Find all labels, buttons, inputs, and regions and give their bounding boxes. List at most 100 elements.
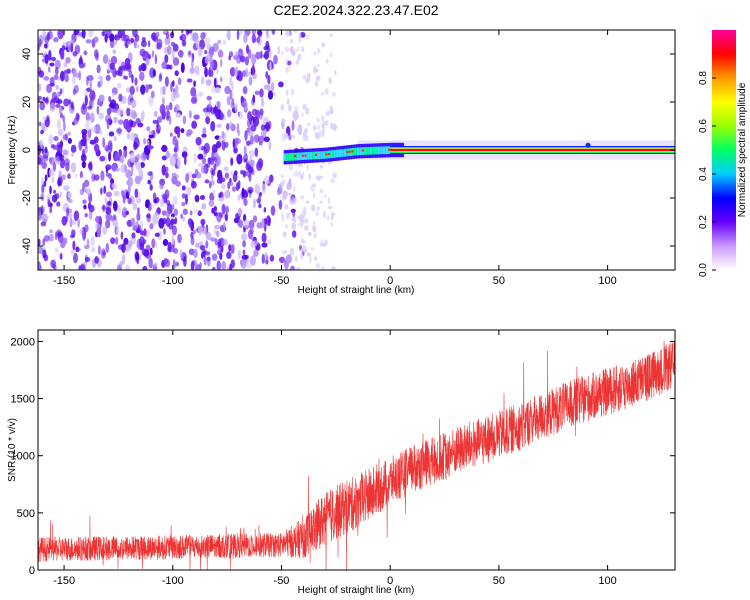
heatmap-cell — [180, 128, 185, 134]
heatmap-cell — [228, 244, 232, 252]
heatmap-cell — [230, 244, 235, 254]
heatmap-cell — [164, 54, 169, 64]
heatmap-cell — [38, 246, 44, 254]
heatmap-cell — [42, 148, 49, 159]
heatmap-cell — [238, 219, 244, 228]
heatmap-cell — [261, 232, 267, 243]
heatmap-cell — [313, 65, 318, 74]
signal-segment — [320, 151, 324, 159]
heatmap-cell — [315, 262, 321, 269]
heatmap-cell — [316, 48, 321, 54]
heatmap-cell — [181, 151, 188, 158]
heatmap-cell — [258, 30, 263, 38]
heatmap-cell — [191, 57, 194, 69]
signal-segment — [382, 146, 386, 155]
heatmap-cell — [129, 85, 135, 95]
colorbar-ticks: 0.0 0.2 0.4 0.6 0.8 — [698, 71, 716, 277]
heatmap-cell — [159, 182, 164, 190]
heatmap-cell — [74, 44, 81, 55]
heatmap-cell — [248, 219, 255, 230]
heatmap-cell — [300, 252, 304, 260]
heatmap-cell — [134, 175, 141, 185]
heatmap-cell — [237, 129, 241, 137]
heatmap-cell — [256, 222, 263, 229]
y-tick-label: 500 — [17, 508, 35, 520]
heatmap-cell — [329, 109, 334, 115]
heatmap-cell — [161, 144, 168, 153]
heatmap-cell — [297, 170, 302, 178]
heatmap-cell — [332, 172, 338, 179]
heatmap-cells — [38, 30, 338, 270]
heatmap-cell — [57, 128, 64, 137]
heatmap-cell — [38, 83, 42, 92]
heatmap-cell — [247, 186, 254, 194]
x-tick-label: -150 — [53, 575, 75, 587]
heatmap-cell — [254, 183, 259, 194]
heatmap-cell — [70, 144, 77, 153]
heatmap-cell — [216, 260, 221, 270]
heatmap-y-label: Frequency (Hz) — [7, 116, 18, 185]
heatmap-cell — [120, 231, 124, 240]
heatmap-cell — [244, 130, 248, 141]
heatmap-cell — [194, 168, 199, 176]
heatmap-cell — [100, 248, 106, 259]
heatmap-cell — [213, 77, 217, 88]
heatmap-cell — [44, 36, 49, 45]
heatmap-cell — [303, 225, 309, 232]
heatmap-cell — [259, 88, 264, 98]
heatmap-cell — [324, 120, 329, 126]
y-tick-label: 2000 — [11, 336, 35, 348]
heatmap-cell — [148, 131, 153, 136]
heatmap-cell — [226, 109, 232, 118]
heatmap-cell — [167, 45, 172, 55]
heatmap-cell — [216, 211, 222, 223]
heatmap-cell — [321, 42, 326, 48]
x-tick-label: 50 — [493, 275, 505, 287]
heatmap-cell — [149, 223, 154, 230]
heatmap-cell — [43, 214, 49, 220]
heatmap-cell — [157, 38, 163, 48]
heatmap-cell — [329, 33, 333, 38]
heatmap-cell — [142, 265, 148, 270]
heatmap-cell — [305, 107, 310, 115]
heatmap-cell — [236, 75, 243, 81]
signal-segment — [343, 148, 347, 157]
heatmap-cell — [234, 102, 238, 113]
heatmap-cell — [212, 266, 216, 270]
heatmap-cell — [185, 132, 191, 137]
heatmap-cell — [204, 49, 208, 55]
heatmap-cell — [203, 256, 207, 266]
heatmap-cell — [193, 248, 198, 258]
heatmap-cell — [171, 175, 178, 185]
heatmap-cell — [43, 76, 50, 81]
heatmap-cell — [283, 257, 290, 269]
signal-segment — [335, 149, 339, 158]
heatmap-cell — [67, 99, 72, 105]
heatmap-cell — [214, 238, 218, 246]
heatmap-cell — [247, 48, 252, 60]
heatmap-cell — [197, 145, 202, 151]
heatmap-cell — [210, 237, 216, 242]
heatmap-cell — [248, 173, 252, 182]
heatmap-cell — [296, 215, 302, 220]
signal-segment — [385, 146, 389, 155]
heatmap-cell — [195, 68, 200, 76]
heatmap-cell — [228, 55, 231, 61]
heatmap-cell — [328, 205, 333, 210]
heatmap-cell — [46, 194, 52, 200]
heatmap-cell — [299, 53, 302, 60]
signal-segment — [372, 146, 376, 155]
heatmap-cell — [118, 93, 123, 102]
heatmap-cell — [180, 33, 187, 42]
heatmap-cell — [330, 212, 334, 221]
signal-band-core — [390, 149, 675, 151]
heatmap-cell — [107, 65, 110, 72]
heatmap-cell — [299, 244, 302, 251]
heatmap-cell — [50, 56, 57, 62]
heatmap-cell — [180, 213, 184, 219]
heatmap-cell — [112, 49, 117, 54]
heatmap-cell — [40, 129, 44, 135]
heatmap-cell — [199, 244, 206, 251]
signal-segment — [330, 150, 334, 159]
heatmap-cell — [143, 228, 147, 237]
